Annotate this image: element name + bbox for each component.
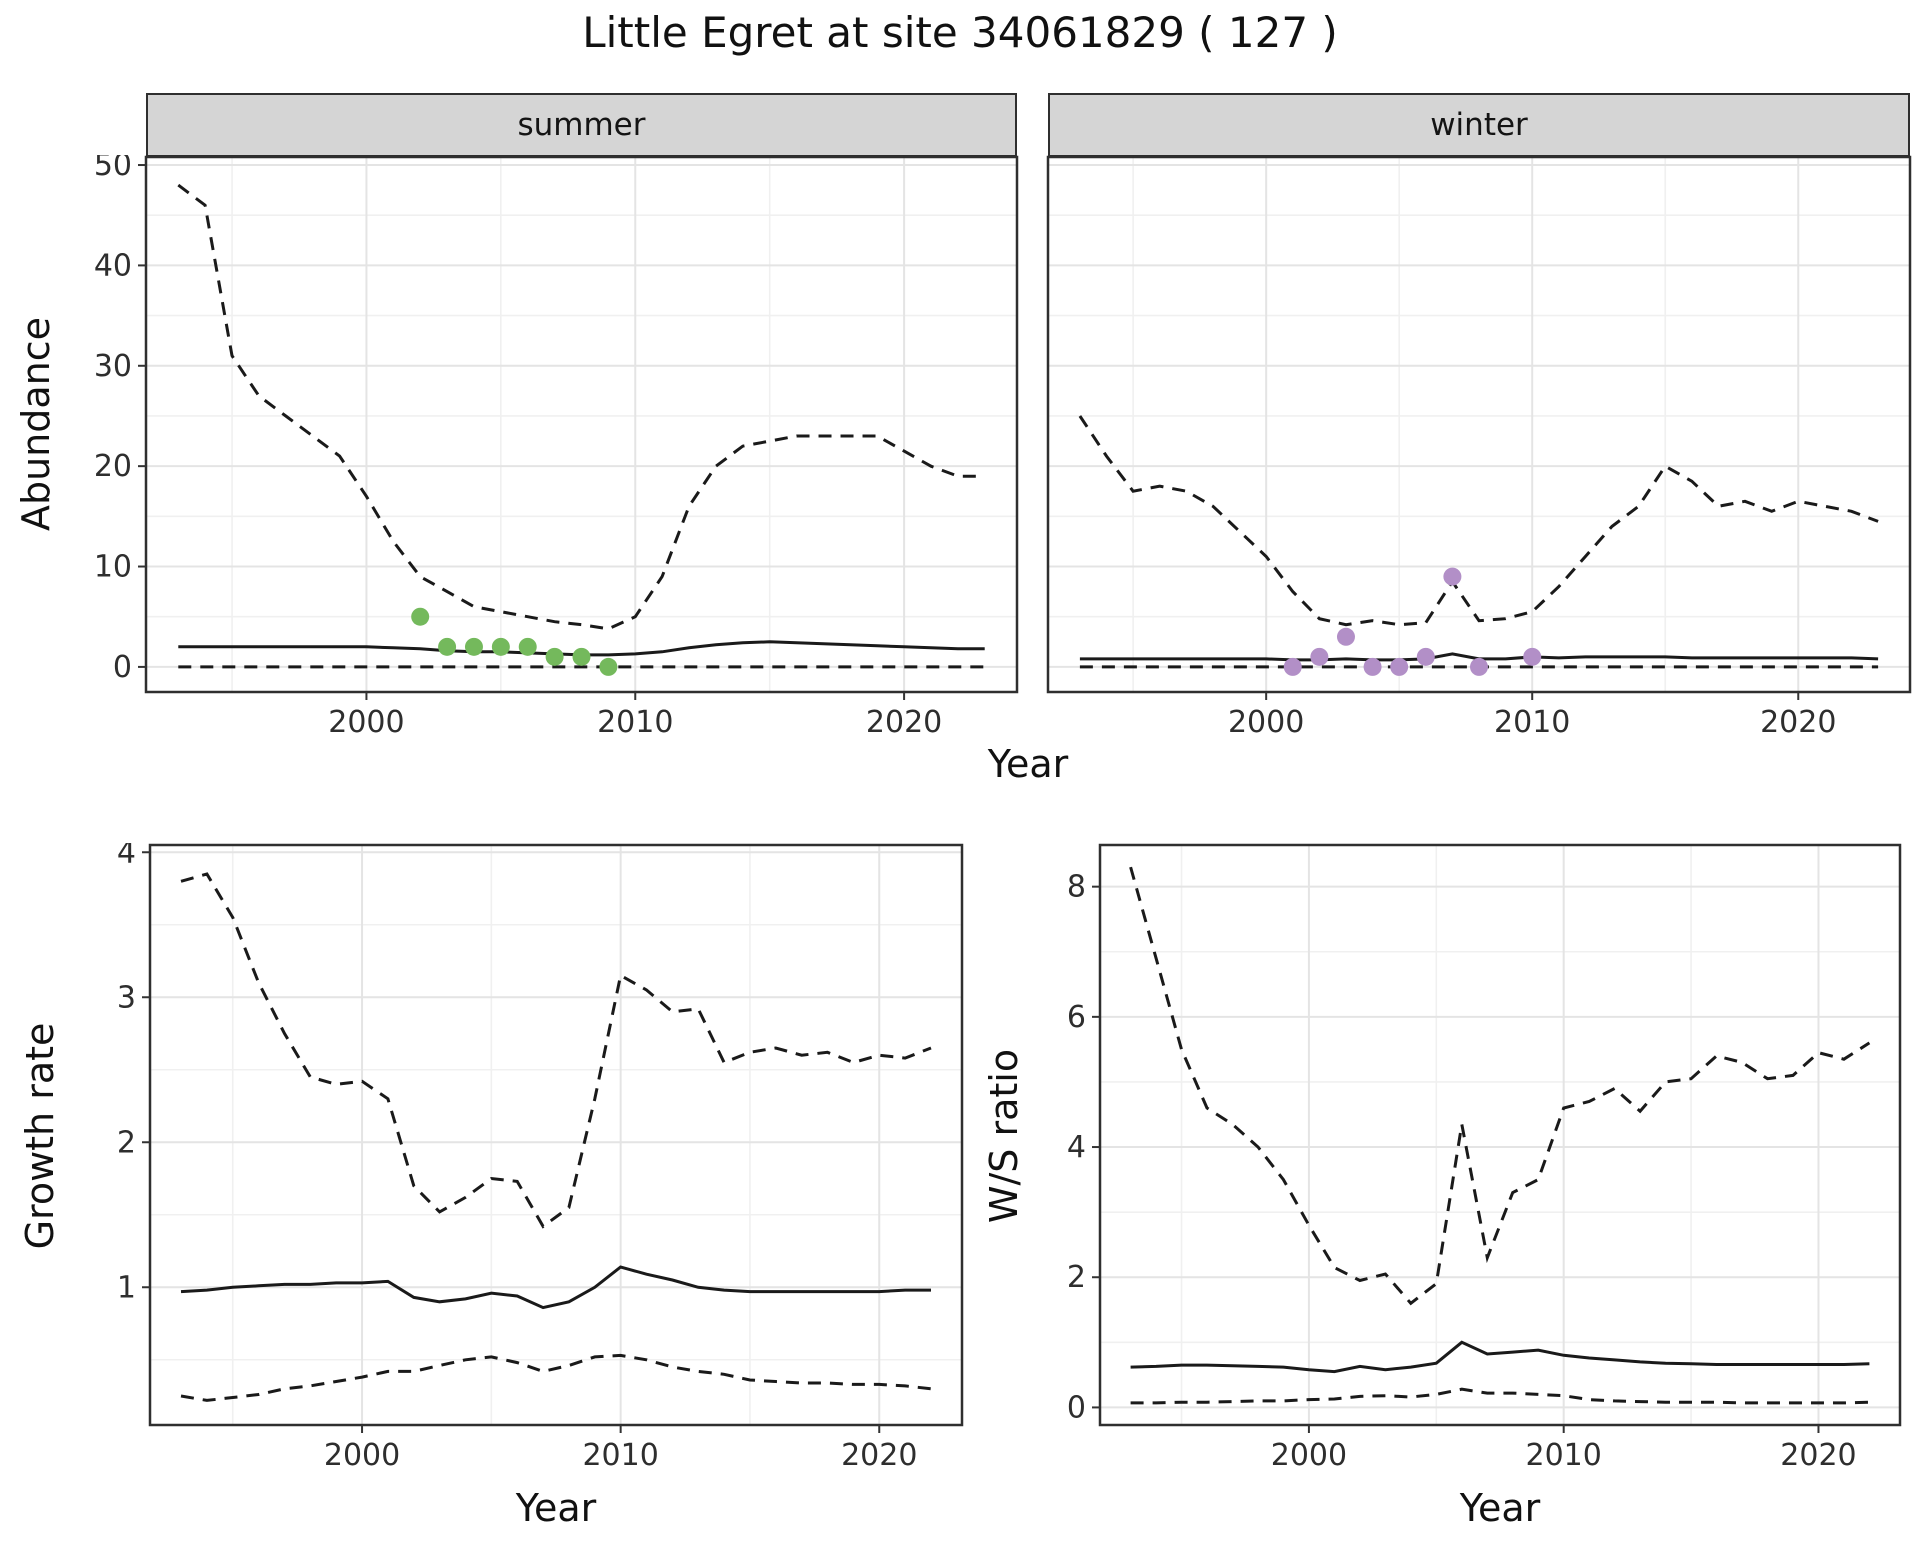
- svg-text:2010: 2010: [597, 705, 673, 740]
- chart-ws-ratio: 2000 2010 2020 0 2 4 6 8: [1034, 843, 1912, 1477]
- y-axis-label-growth-rate: Growth rate: [18, 1022, 62, 1250]
- chart-abundance-summer: 2000 2010 2020 0 10 20 30 40 50: [80, 155, 1029, 740]
- chart-abundance-winter: 2000 2010 2020: [1036, 155, 1920, 740]
- facet-strip-summer-label: summer: [517, 107, 646, 143]
- svg-text:2000: 2000: [1271, 1438, 1347, 1473]
- facet-strip-summer: summer: [146, 93, 1017, 157]
- svg-text:2000: 2000: [328, 705, 404, 740]
- svg-text:3: 3: [117, 980, 136, 1015]
- svg-text:2010: 2010: [1494, 705, 1570, 740]
- y-axis-label-abundance: Abundance: [14, 316, 58, 532]
- y-axis-label-ws-ratio: W/S ratio: [982, 1048, 1026, 1224]
- svg-text:0: 0: [1067, 1390, 1086, 1425]
- facet-strip-winter: winter: [1048, 93, 1910, 157]
- svg-text:2: 2: [117, 1125, 136, 1160]
- figure-title: Little Egret at site 34061829 ( 127 ): [582, 8, 1338, 57]
- chart-growth-rate: 2000 2010 2020 1 2 3 4: [84, 843, 974, 1477]
- svg-text:2000: 2000: [1228, 705, 1304, 740]
- facet-strip-winter-label: winter: [1430, 107, 1528, 143]
- svg-text:20: 20: [94, 449, 132, 484]
- svg-text:10: 10: [94, 550, 132, 585]
- svg-text:1: 1: [117, 1270, 136, 1305]
- svg-text:40: 40: [94, 248, 132, 283]
- svg-text:2: 2: [1067, 1260, 1086, 1295]
- svg-text:2020: 2020: [1780, 1438, 1856, 1473]
- svg-text:0: 0: [113, 650, 132, 685]
- svg-text:2000: 2000: [324, 1438, 400, 1473]
- svg-text:2010: 2010: [582, 1438, 658, 1473]
- x-axis-label-year-ws: Year: [1459, 1486, 1541, 1530]
- svg-text:50: 50: [94, 155, 132, 183]
- svg-text:2020: 2020: [1760, 705, 1836, 740]
- x-axis-label-year-growth: Year: [515, 1486, 597, 1530]
- svg-text:4: 4: [117, 843, 136, 870]
- svg-text:2010: 2010: [1526, 1438, 1602, 1473]
- svg-text:8: 8: [1067, 870, 1086, 905]
- svg-text:30: 30: [94, 349, 132, 384]
- x-axis-label-year-top: Year: [987, 742, 1069, 786]
- svg-text:6: 6: [1067, 1000, 1086, 1035]
- svg-text:2020: 2020: [841, 1438, 917, 1473]
- svg-text:4: 4: [1067, 1130, 1086, 1165]
- svg-text:2020: 2020: [866, 705, 942, 740]
